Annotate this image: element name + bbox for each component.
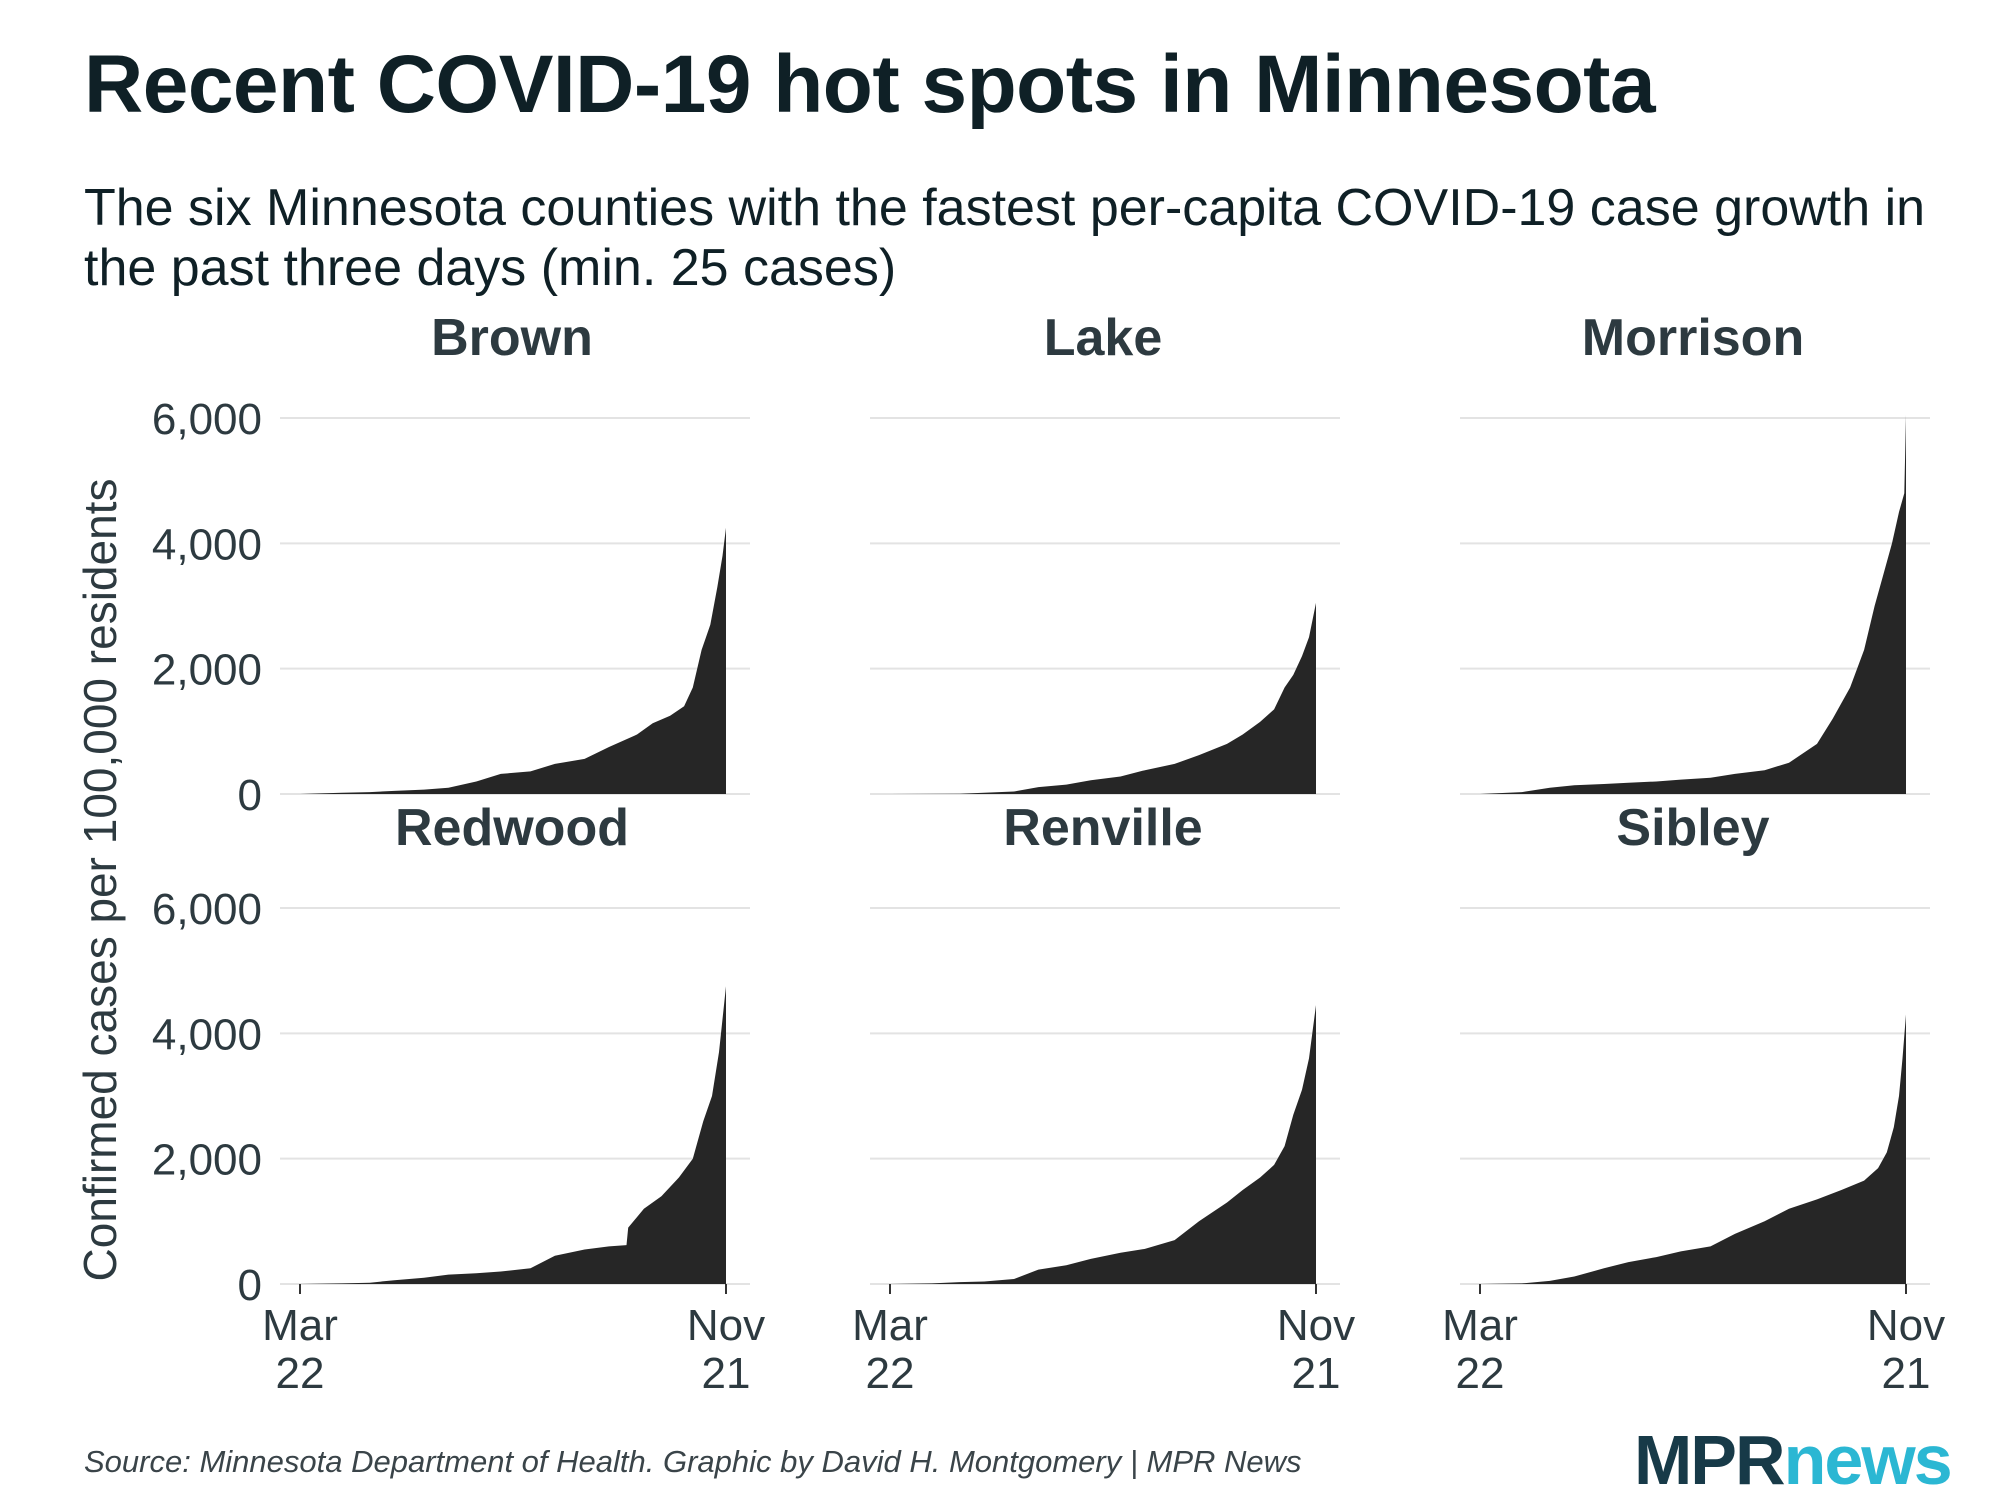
logo-news-text: news xyxy=(1783,1421,1953,1499)
source-note: Source: Minnesota Department of Health. … xyxy=(84,1444,1302,1479)
x-tick-label: Nov xyxy=(687,1301,765,1350)
x-tick-label: Mar xyxy=(852,1301,928,1350)
y-tick-label: 4,000 xyxy=(152,520,262,569)
panel-title: Renville xyxy=(1003,799,1202,857)
x-tick-label: Nov xyxy=(1277,1301,1355,1350)
area-series-sibley xyxy=(1480,1014,1906,1284)
mpr-news-logo: MPRnews xyxy=(1634,1420,1953,1500)
x-tick-label: 21 xyxy=(1292,1349,1341,1398)
panel-title: Lake xyxy=(1044,309,1163,367)
y-tick-label: 0 xyxy=(238,1261,262,1310)
panel-title: Brown xyxy=(431,309,593,367)
x-tick-label: Mar xyxy=(262,1301,338,1350)
y-tick-label: 6,000 xyxy=(152,395,262,444)
area-series-lake xyxy=(890,602,1316,794)
x-tick-label: 21 xyxy=(1882,1349,1931,1398)
chart-title: Recent COVID-19 hot spots in Minnesota xyxy=(84,39,1656,130)
area-series-brown xyxy=(300,527,726,794)
area-series-redwood xyxy=(300,986,726,1284)
x-tick-label: 22 xyxy=(1456,1349,1505,1398)
y-tick-label: 2,000 xyxy=(152,646,262,695)
x-tick-label: Nov xyxy=(1867,1301,1945,1350)
logo-mpr-text: MPR xyxy=(1634,1421,1786,1499)
panel-title: Redwood xyxy=(395,799,629,857)
panel-title: Morrison xyxy=(1582,309,1804,367)
y-tick-label: 2,000 xyxy=(152,1136,262,1185)
area-series-morrison xyxy=(1480,414,1906,794)
x-tick-label: 22 xyxy=(276,1349,325,1398)
x-tick-label: Mar xyxy=(1442,1301,1518,1350)
y-tick-label: 0 xyxy=(238,771,262,820)
y-tick-label: 6,000 xyxy=(152,885,262,934)
chart-subtitle: The six Minnesota counties with the fast… xyxy=(84,179,1926,297)
x-tick-label: 22 xyxy=(866,1349,915,1398)
area-series-renville xyxy=(890,1005,1316,1284)
y-tick-label: 4,000 xyxy=(152,1010,262,1059)
panel-title: Sibley xyxy=(1616,799,1769,857)
x-tick-label: 21 xyxy=(702,1349,751,1398)
